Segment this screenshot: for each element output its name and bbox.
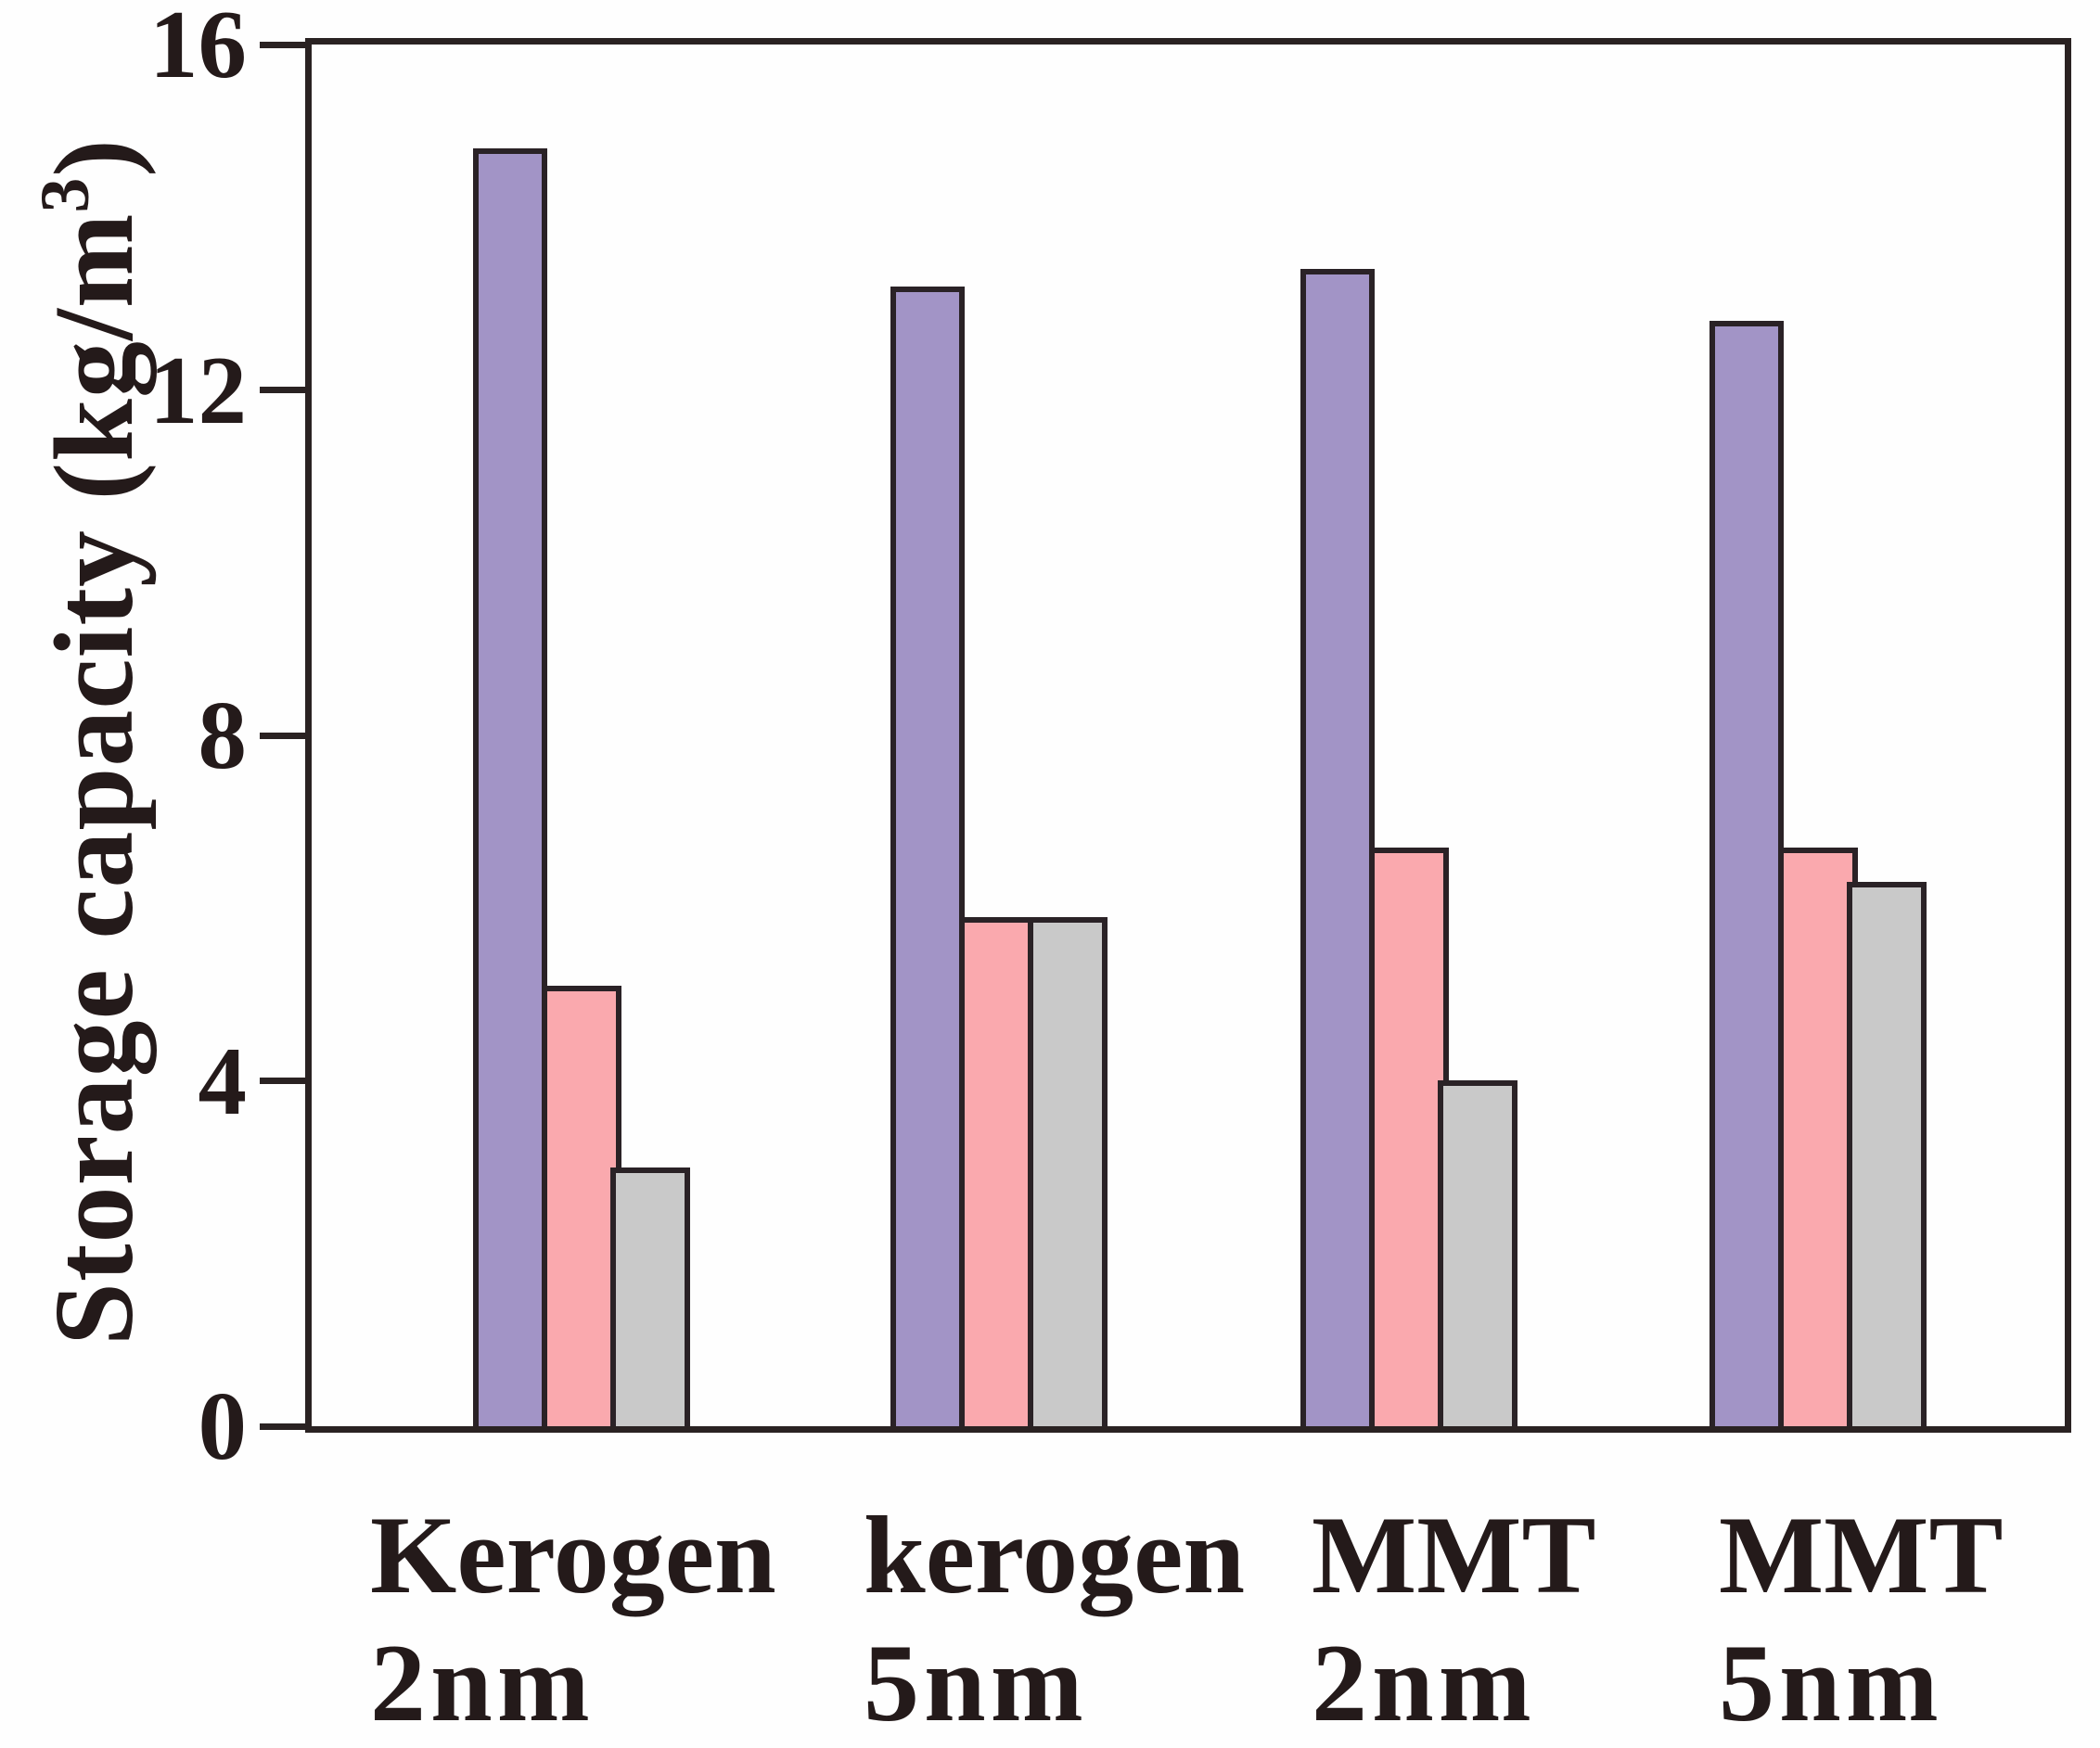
y-tick-mark-4 [260,1078,312,1084]
bar-gray-series-group2 [1028,917,1108,1426]
x-category-name: kerogen [864,1493,1246,1616]
bar-gray-series-group3 [1438,1080,1517,1426]
y-tick-label-12: 12 [149,335,247,444]
bar-purple-series-group3 [1300,269,1375,1426]
y-axis-title-superscript: 3 [26,176,104,213]
y-axis-title-close-paren: ) [32,138,158,177]
x-category-pore-size: 5nm [1719,1621,1943,1744]
x-category-pore-size: 2nm [370,1621,595,1744]
bars-layer [312,45,2065,1426]
x-category-name: Kerogen [370,1493,776,1616]
y-tick-mark-12 [260,387,312,393]
x-category-label-3: MMT 2nm [1312,1491,1596,1747]
y-axis: 0 4 8 12 16 [149,0,2065,1480]
x-category-name: MMT [1312,1493,1596,1616]
y-tick-mark-8 [260,732,312,739]
x-category-label-4: MMT 5nm [1719,1491,2004,1747]
x-category-label-1: Kerogen 2nm [370,1491,776,1747]
bar-gray-series-group1 [610,1167,690,1426]
y-tick-label-4: 4 [198,1026,248,1135]
y-tick-label-0: 0 [198,1372,248,1480]
bar-purple-series-group1 [473,148,547,1426]
bar-purple-series-group4 [1709,321,1784,1426]
x-category-pore-size: 2nm [1312,1621,1536,1744]
x-category-name: MMT [1719,1493,2004,1616]
x-category-pore-size: 5nm [864,1621,1088,1744]
y-tick-mark-0 [260,1423,312,1430]
bar-purple-series-group2 [890,287,965,1426]
y-tick-label-16: 16 [149,0,247,98]
bar-gray-series-group4 [1847,882,1927,1426]
y-tick-mark-16 [260,41,312,48]
y-tick-label-8: 8 [198,681,248,789]
x-category-label-2: kerogen 5nm [864,1491,1245,1747]
